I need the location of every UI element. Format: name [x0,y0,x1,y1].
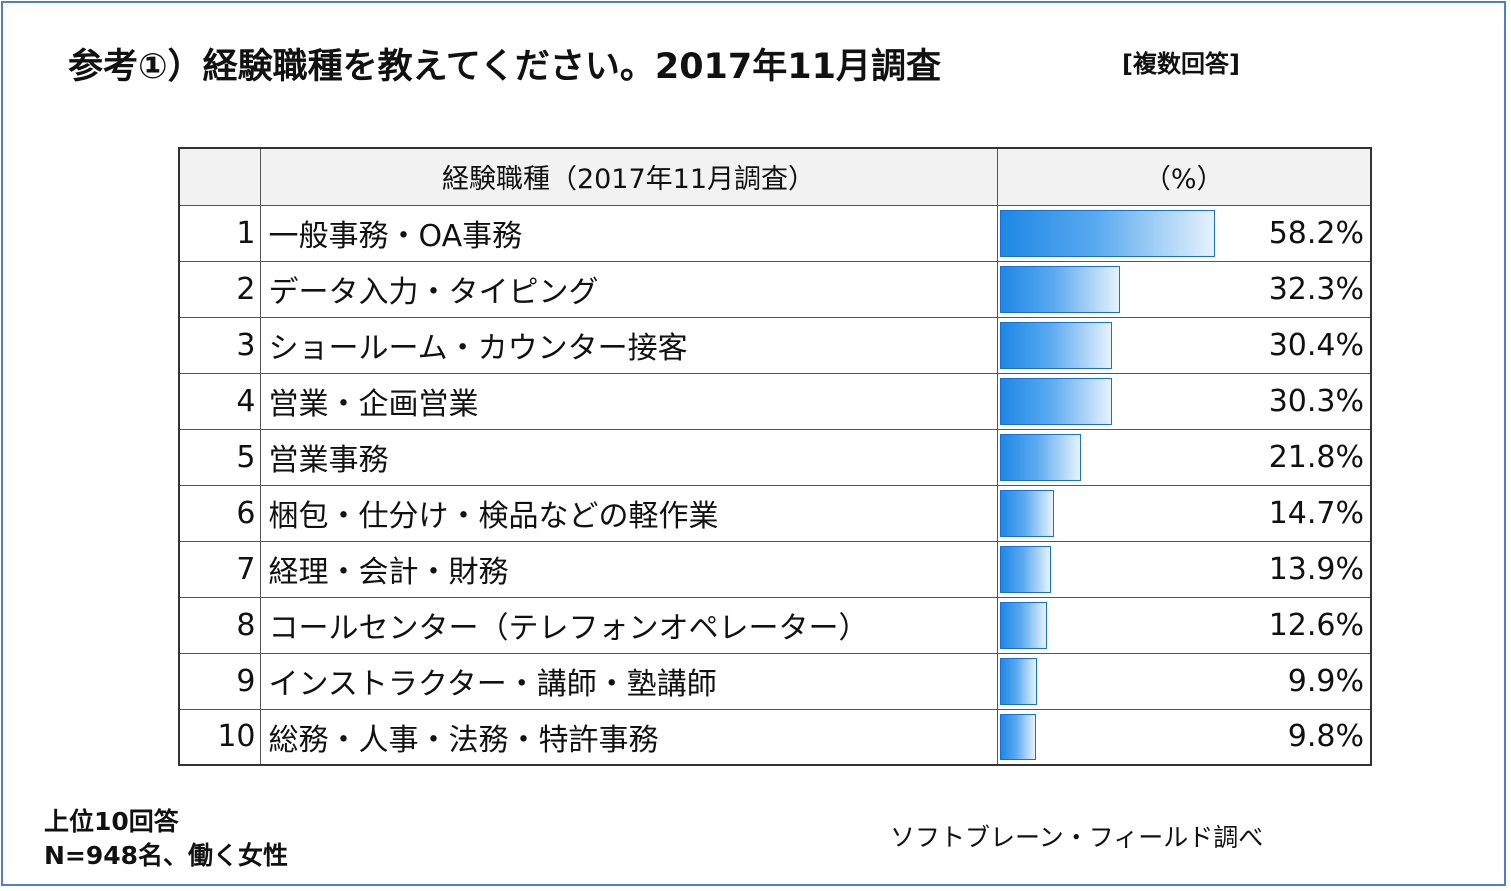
table-row: 4 営業・企画営業 30.3% [178,372,1372,430]
sample-size-note: N=948名、働く女性 [44,841,289,870]
ranking-table: 経験職種（2017年11月調査） （%） 1 一般事務・OA事務 58.2% 2 データ… [178,147,1372,766]
bar-mark [999,377,1112,425]
table-header-row: 経験職種（2017年11月調査） （%） [178,147,1372,206]
table-body: 1 一般事務・OA事務 58.2% 2 データ入力・タイピング 32.3% 3 ショールーム・… [178,204,1372,766]
category-label: ショールーム・カウンター接客 [259,316,998,374]
category-label: 営業・企画営業 [259,372,998,430]
bar-mark [999,321,1112,369]
bar-mark [999,545,1051,593]
bar-cell: 30.4% [996,316,1372,374]
table-row: 10 総務・人事・法務・特許事務 9.8% [178,708,1372,766]
rank-cell: 10 [178,708,261,766]
rank-cell: 7 [178,540,261,598]
bar-cell: 13.9% [996,540,1372,598]
rank-cell: 2 [178,260,261,318]
bar-cell: 14.7% [996,484,1372,542]
category-label: 営業事務 [259,428,998,486]
bar-cell: 9.8% [996,708,1372,766]
value-label: 32.3% [1268,271,1364,307]
category-label: 総務・人事・法務・特許事務 [259,708,998,766]
table-row: 6 梱包・仕分け・検品などの軽作業 14.7% [178,484,1372,542]
value-label: 9.9% [1287,663,1364,699]
bar-mark [999,265,1120,313]
bar-cell: 9.9% [996,652,1372,710]
table-row: 1 一般事務・OA事務 58.2% [178,204,1372,262]
table-row: 7 経理・会計・財務 13.9% [178,540,1372,598]
bar-mark [999,713,1036,760]
occupation-column-header: 経験職種（2017年11月調査） [259,147,998,206]
table-row: 2 データ入力・タイピング 32.3% [178,260,1372,318]
value-label: 14.7% [1268,495,1364,531]
category-label: 経理・会計・財務 [259,540,998,598]
value-label: 9.8% [1287,719,1364,755]
table-row: 5 営業事務 21.8% [178,428,1372,486]
category-label: データ入力・タイピング [259,260,998,318]
rank-cell: 3 [178,316,261,374]
category-label: 梱包・仕分け・検品などの軽作業 [259,484,998,542]
top-answers-note: 上位10回答 [44,807,179,836]
table-row: 3 ショールーム・カウンター接客 30.4% [178,316,1372,374]
bar-mark [999,209,1215,257]
rank-cell: 5 [178,428,261,486]
bar-mark [999,601,1047,649]
bar-mark [999,657,1037,705]
bar-cell: 30.3% [996,372,1372,430]
bar-mark [999,433,1081,481]
bar-cell: 58.2% [996,204,1372,262]
rank-cell: 4 [178,372,261,430]
percent-column-header: （%） [996,147,1372,206]
category-label: 一般事務・OA事務 [259,204,998,262]
category-label: コールセンター（テレフォンオペレーター） [259,596,998,654]
bar-cell: 12.6% [996,596,1372,654]
rank-cell: 9 [178,652,261,710]
bar-cell: 32.3% [996,260,1372,318]
category-label: インストラクター・講師・塾講師 [259,652,998,710]
value-label: 58.2% [1268,215,1364,251]
rank-column-header [178,147,261,206]
table-row: 9 インストラクター・講師・塾講師 9.9% [178,652,1372,710]
bar-cell: 21.8% [996,428,1372,486]
value-label: 30.4% [1268,327,1364,363]
value-label: 13.9% [1268,551,1364,587]
value-label: 21.8% [1268,439,1364,475]
source-note: ソフトブレーン・フィールド調べ [890,823,1264,852]
table-row: 8 コールセンター（テレフォンオペレーター） 12.6% [178,596,1372,654]
chart-title: 参考①）経験職種を教えてください。2017年11月調査 [68,47,941,87]
rank-cell: 1 [178,204,261,262]
value-label: 12.6% [1268,607,1364,643]
value-label: 30.3% [1268,383,1364,419]
rank-cell: 6 [178,484,261,542]
footnote: 上位10回答 N=948名、働く女性 [44,805,288,873]
bar-mark [999,489,1054,537]
answer-type-note: [複数回答] [1122,50,1240,78]
rank-cell: 8 [178,596,261,654]
